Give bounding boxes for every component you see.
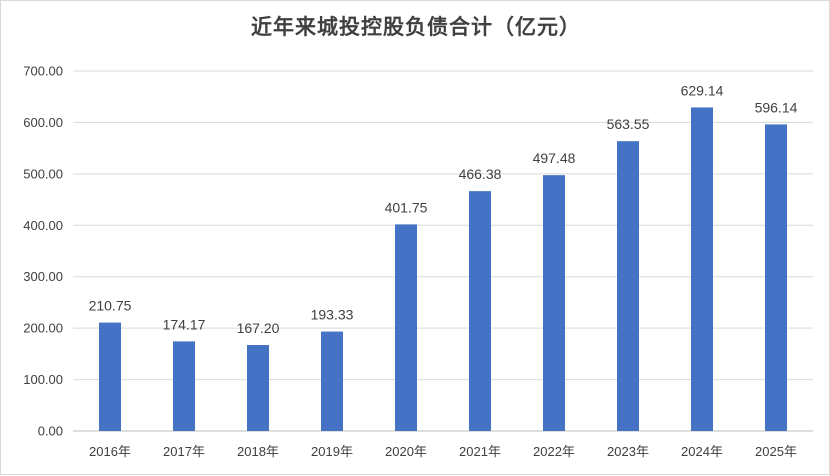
data-label: 629.14 (681, 82, 724, 98)
bar (99, 322, 121, 431)
bar (543, 175, 565, 431)
data-label: 596.14 (755, 99, 798, 115)
y-tick-label: 300.00 (23, 269, 63, 284)
bar (469, 191, 491, 431)
bar (765, 124, 787, 432)
x-tick-label: 2017年 (163, 444, 205, 459)
data-label: 174.17 (163, 316, 206, 332)
y-tick-label: 700.00 (23, 64, 63, 79)
data-label: 193.33 (311, 307, 354, 323)
y-tick-label: 500.00 (23, 166, 63, 181)
data-label: 401.75 (385, 199, 428, 215)
y-tick-label: 200.00 (23, 321, 63, 336)
x-tick-label: 2023年 (607, 444, 649, 459)
data-label: 167.20 (237, 320, 280, 336)
x-tick-label: 2018年 (237, 444, 279, 459)
x-tick-label: 2019年 (311, 444, 353, 459)
x-tick-label: 2020年 (385, 444, 427, 459)
bar (691, 107, 713, 431)
x-tick-label: 2016年 (89, 444, 131, 459)
bar (395, 224, 417, 431)
data-label: 210.75 (89, 298, 132, 314)
bar (321, 331, 343, 431)
x-tick-label: 2021年 (459, 444, 501, 459)
y-tick-label: 100.00 (23, 372, 63, 387)
bar (173, 341, 195, 431)
x-tick-label: 2025年 (755, 444, 797, 459)
data-label: 497.48 (533, 150, 576, 166)
bar (617, 141, 639, 431)
y-tick-label: 0.00 (38, 424, 63, 439)
y-tick-label: 400.00 (23, 218, 63, 233)
chart-title: 近年来城投控股负债合计（亿元） (251, 14, 581, 39)
data-label: 466.38 (459, 166, 502, 182)
y-tick-label: 600.00 (23, 115, 63, 130)
bar (247, 345, 269, 431)
data-label: 563.55 (607, 116, 650, 132)
x-tick-label: 2024年 (681, 444, 723, 459)
x-tick-label: 2022年 (533, 444, 575, 459)
